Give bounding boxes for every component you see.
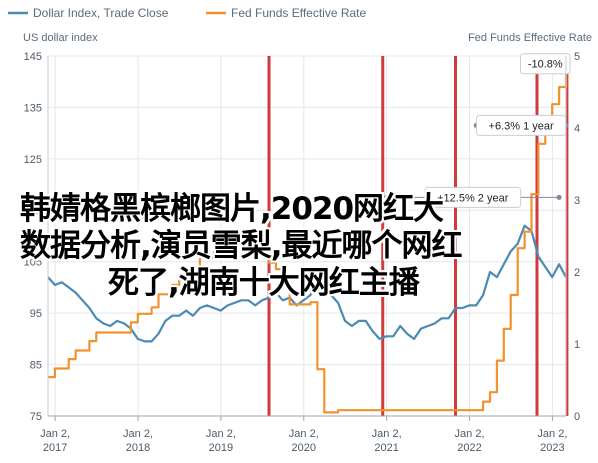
annotation-box bbox=[424, 186, 522, 208]
x-tick-label-year: 2017 bbox=[43, 442, 67, 454]
series-lines bbox=[47, 68, 568, 414]
annotation-dot-end bbox=[556, 194, 562, 200]
x-tick-label: Jan 2, bbox=[206, 428, 236, 440]
x-tick-label: Jan 2, bbox=[455, 428, 485, 440]
x-tick-label-year: 2019 bbox=[209, 442, 233, 454]
left-tick-label: 135 bbox=[24, 102, 42, 114]
x-tick-label: Jan 2, bbox=[123, 428, 153, 440]
left-tick-label: 95 bbox=[30, 308, 42, 320]
x-tick-label: Jan 2, bbox=[289, 428, 319, 440]
annotation-box bbox=[519, 53, 571, 75]
x-tick-label-year: 2023 bbox=[540, 442, 564, 454]
right-tick-label: 3 bbox=[574, 195, 580, 207]
axes: 145 135 125 115 105 95 85 75 5 4 3 2 1 0 Jan 2, 2017 Jan… bbox=[24, 51, 580, 454]
annotation-label: +12.5% 2 year bbox=[437, 192, 509, 204]
x-tick-label-year: 2020 bbox=[292, 442, 316, 454]
annotation-label: -10.8% bbox=[528, 59, 563, 71]
x-tick-label-year: 2018 bbox=[126, 442, 150, 454]
x-tick-label-year: 2022 bbox=[457, 442, 481, 454]
left-tick-label: 85 bbox=[30, 360, 42, 372]
left-tick-label: 75 bbox=[30, 411, 42, 423]
legend-label-dollar-index: Dollar Index, Trade Close bbox=[33, 6, 169, 20]
left-tick-label: 115 bbox=[24, 205, 42, 217]
right-tick-label: 1 bbox=[574, 339, 580, 351]
x-tick-label: Jan 2, bbox=[372, 428, 402, 440]
annotation-label: +6.3% 1 year bbox=[489, 120, 554, 132]
x-tick-label: Jan 2, bbox=[40, 428, 70, 440]
left-axis-title: US dollar index bbox=[23, 32, 98, 44]
series-line-fed-funds bbox=[48, 68, 568, 414]
left-tick-label: 105 bbox=[24, 257, 42, 269]
right-axis-title: Fed Funds Effective Rate bbox=[468, 32, 592, 44]
event-lines bbox=[267, 56, 569, 416]
right-tick-label: 2 bbox=[574, 267, 580, 279]
annotations: -10.8% +6.3% 1 year +12.5% 2 year bbox=[383, 53, 571, 208]
right-tick-label: 0 bbox=[574, 411, 580, 423]
left-tick-label: 125 bbox=[24, 154, 42, 166]
right-tick-label: 4 bbox=[574, 123, 580, 135]
left-tick-label: 145 bbox=[24, 51, 42, 63]
series-line-dollar-index bbox=[47, 224, 567, 343]
annotation-dot-start bbox=[383, 194, 389, 200]
x-tick-label: Jan 2, bbox=[537, 428, 567, 440]
grid bbox=[48, 55, 566, 417]
x-tick-label-year: 2021 bbox=[374, 442, 398, 454]
legend: Dollar Index, Trade Close Fed Funds Effe… bbox=[8, 6, 367, 20]
legend-label-fed-funds: Fed Funds Effective Rate bbox=[231, 6, 367, 20]
right-tick-label: 5 bbox=[574, 51, 580, 63]
